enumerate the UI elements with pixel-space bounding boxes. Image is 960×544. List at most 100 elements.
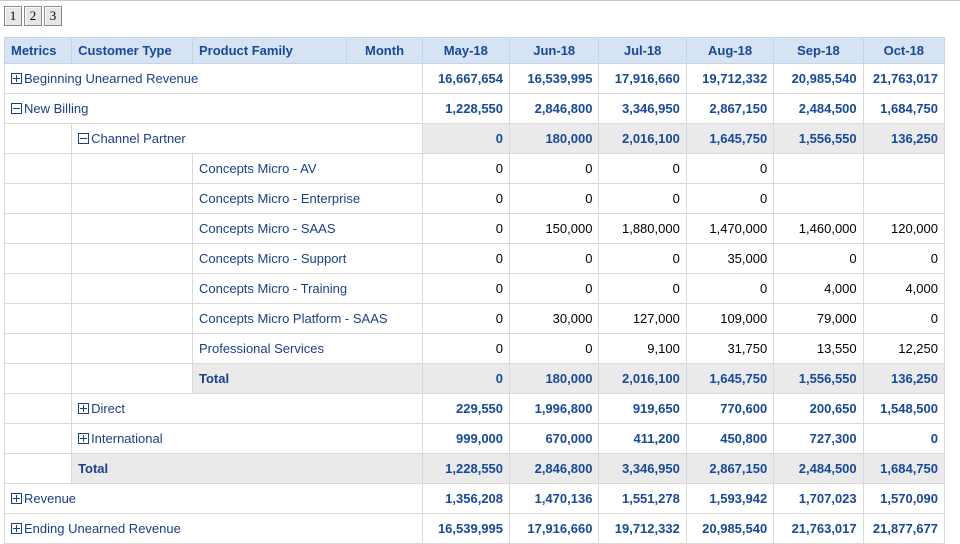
value-cell: 0	[598, 243, 687, 274]
value-cell: 120,000	[862, 213, 946, 244]
value-cell: 136,250	[862, 123, 946, 154]
row-label: New Billing	[4, 93, 423, 124]
expand-icon[interactable]	[11, 523, 22, 534]
value-cell: 20,985,540	[685, 513, 775, 544]
indent-cell	[3, 333, 73, 364]
value-cell: 999,000	[421, 423, 511, 454]
indent-cell	[3, 393, 73, 424]
collapse-icon[interactable]	[11, 103, 22, 114]
value-cell: 1,470,136	[509, 483, 600, 514]
value-cell: 1,996,800	[509, 393, 600, 424]
value-cell: 0	[421, 303, 511, 334]
expand-icon[interactable]	[11, 73, 22, 84]
indent-cell	[3, 213, 73, 244]
value-cell: 30,000	[509, 303, 600, 334]
row-new-billing: New Billing 1,228,550 2,846,800 3,346,95…	[4, 93, 946, 124]
table-row: Concepts Micro - AV 0 0 0 0	[3, 153, 946, 184]
header-month-col[interactable]: Jul-18	[598, 37, 687, 64]
row-label: Ending Unearned Revenue	[4, 513, 423, 544]
value-cell: 670,000	[509, 423, 600, 454]
indent-cell	[71, 303, 193, 334]
header-month[interactable]: Month	[346, 37, 423, 64]
value-cell: 0	[685, 273, 775, 304]
value-cell	[862, 153, 946, 184]
value-cell: 2,016,100	[598, 123, 687, 154]
expand-icon[interactable]	[11, 493, 22, 504]
header-month-col[interactable]: Aug-18	[685, 37, 775, 64]
indent-cell	[3, 363, 73, 394]
value-cell: 79,000	[773, 303, 864, 334]
header-month-col[interactable]: Sep-18	[773, 37, 864, 64]
value-cell: 4,000	[862, 273, 946, 304]
header-product-family[interactable]: Product Family	[191, 37, 348, 64]
value-cell: 1,570,090	[862, 483, 946, 514]
indent-cell	[71, 183, 193, 214]
row-beginning-unearned: Beginning Unearned Revenue 16,667,654 16…	[4, 63, 946, 94]
page-1-button[interactable]: 1	[4, 6, 22, 26]
value-cell: 0	[421, 213, 511, 244]
value-cell: 1,684,750	[862, 453, 946, 484]
value-cell	[862, 183, 946, 214]
value-cell: 0	[421, 153, 511, 184]
value-cell	[773, 153, 864, 184]
value-cell: 1,556,550	[773, 123, 864, 154]
value-cell: 411,200	[598, 423, 687, 454]
table-row: Concepts Micro - Support 0 0 0 35,000 0 0	[3, 243, 946, 274]
value-cell: 0	[421, 123, 511, 154]
value-cell: 1,684,750	[862, 93, 946, 124]
value-cell: 0	[509, 153, 600, 184]
value-cell: 0	[421, 243, 511, 274]
header-customer-type[interactable]: Customer Type	[71, 37, 193, 64]
product-family-label: Concepts Micro - Support	[191, 243, 423, 274]
value-cell: 0	[598, 153, 687, 184]
row-label: Direct	[71, 393, 423, 424]
page-2-button[interactable]: 2	[24, 6, 42, 26]
indent-cell	[71, 363, 193, 394]
collapse-icon[interactable]	[78, 133, 90, 144]
value-cell: 0	[598, 273, 687, 304]
row-label-text: International	[91, 431, 163, 446]
indent-cell	[3, 123, 73, 154]
value-cell: 0	[509, 333, 600, 364]
indent-cell	[71, 333, 193, 364]
value-cell: 2,484,500	[773, 93, 864, 124]
page-selector: 1 2 3	[4, 6, 62, 26]
indent-cell	[71, 153, 193, 184]
value-cell: 0	[421, 333, 511, 364]
indent-cell	[71, 243, 193, 274]
row-label-text: Ending Unearned Revenue	[24, 521, 181, 536]
expand-icon[interactable]	[78, 403, 90, 414]
row-label: Channel Partner	[71, 123, 423, 154]
table-row: Concepts Micro Platform - SAAS 0 30,000 127…	[3, 303, 946, 334]
row-label-text: Direct	[91, 401, 126, 416]
value-cell: 16,539,995	[421, 513, 511, 544]
value-cell: 0	[509, 273, 600, 304]
value-cell: 1,470,000	[685, 213, 775, 244]
value-cell: 35,000	[685, 243, 775, 274]
header-month-col[interactable]: Jun-18	[509, 37, 600, 64]
value-cell: 136,250	[862, 363, 946, 394]
row-label: Total	[191, 363, 423, 394]
value-cell: 21,763,017	[862, 63, 946, 94]
value-cell: 12,250	[862, 333, 946, 364]
header-metrics[interactable]: Metrics	[3, 37, 73, 64]
value-cell: 0	[509, 183, 600, 214]
value-cell: 13,550	[773, 333, 864, 364]
row-channel-partner: Channel Partner 0 180,000 2,016,100 1,64…	[3, 123, 946, 154]
value-cell: 19,712,332	[598, 513, 687, 544]
value-cell: 20,985,540	[773, 63, 864, 94]
expand-icon[interactable]	[78, 433, 90, 444]
indent-cell	[71, 213, 193, 244]
value-cell: 127,000	[598, 303, 687, 334]
value-cell: 2,867,150	[685, 453, 775, 484]
header-month-col[interactable]: May-18	[421, 37, 511, 64]
header-month-col[interactable]: Oct-18	[862, 37, 946, 64]
indent-cell	[3, 183, 73, 214]
value-cell: 0	[685, 153, 775, 184]
indent-cell	[71, 273, 193, 304]
row-label: International	[71, 423, 423, 454]
indent-cell	[3, 423, 73, 454]
value-cell: 1,593,942	[685, 483, 775, 514]
page-3-button[interactable]: 3	[44, 6, 62, 26]
value-cell: 1,356,208	[421, 483, 511, 514]
